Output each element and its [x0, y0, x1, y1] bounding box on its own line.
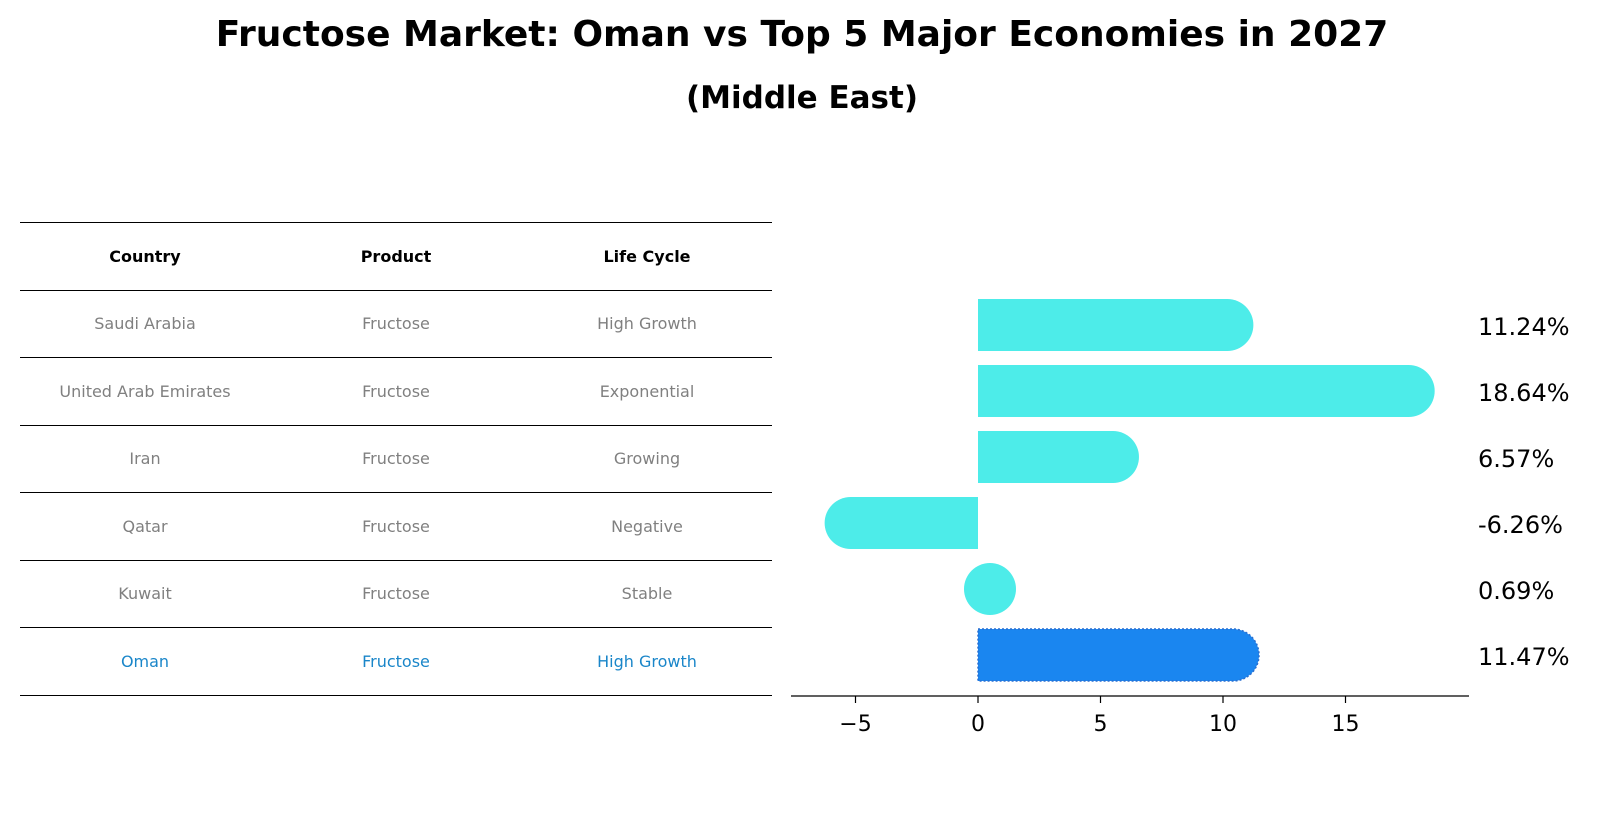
cell-country: Qatar	[122, 516, 168, 536]
header-product: Product	[360, 246, 432, 266]
bar	[978, 431, 1139, 483]
cell-country: Kuwait	[118, 584, 172, 604]
cell-country: Saudi Arabia	[94, 314, 196, 334]
cell-product: Fructose	[362, 516, 430, 536]
table-row: Iran Fructose Growing	[20, 424, 772, 493]
table-row: Qatar Fructose Negative	[20, 492, 772, 560]
header-life-cycle: Life Cycle	[603, 246, 691, 266]
value-label: 11.47%	[1478, 643, 1570, 671]
bar	[824, 497, 978, 549]
bar	[964, 563, 1016, 615]
cell-product: Fructose	[362, 584, 430, 604]
x-tick-label: −5	[839, 712, 871, 737]
chart-subtitle: (Middle East)	[685, 80, 918, 116]
table-row: Kuwait Fructose Stable	[20, 559, 772, 628]
table-row: Saudi Arabia Fructose High Growth	[20, 289, 772, 358]
cell-life-cycle: Negative	[611, 516, 683, 536]
x-tick-label: 15	[1332, 712, 1360, 737]
value-label: 6.57%	[1478, 445, 1554, 473]
x-tick-label: 5	[1094, 712, 1108, 737]
x-tick-label: 10	[1209, 712, 1237, 737]
value-label: 0.69%	[1478, 577, 1554, 605]
cell-country: Oman	[120, 651, 170, 671]
table-row: United Arab Emirates Fructose Exponentia…	[20, 357, 772, 425]
cell-life-cycle: High Growth	[597, 314, 697, 334]
comparison-table: Country Product Life Cycle Saudi Arabia …	[20, 222, 772, 696]
cell-life-cycle: High Growth	[597, 651, 697, 671]
cell-product: Fructose	[362, 381, 430, 401]
header-country: Country	[109, 246, 181, 266]
bar-highlighted	[977, 628, 1260, 682]
table-header-row: Country Product Life Cycle	[20, 222, 772, 290]
value-label: 18.64%	[1478, 379, 1570, 407]
cell-life-cycle: Stable	[621, 584, 673, 604]
cell-product: Fructose	[362, 651, 430, 671]
chart-title: Fructose Market: Oman vs Top 5 Major Eco…	[215, 14, 1389, 55]
x-tick-label: 0	[971, 712, 985, 737]
cell-country: Iran	[129, 449, 161, 469]
bar	[978, 365, 1435, 417]
table-row-highlighted: Oman Fructose High Growth	[20, 627, 772, 696]
value-label: 11.24%	[1478, 313, 1570, 341]
cell-product: Fructose	[362, 449, 430, 469]
cell-life-cycle: Exponential	[599, 381, 695, 401]
cell-product: Fructose	[362, 314, 430, 334]
value-label: -6.26%	[1478, 511, 1563, 539]
cell-life-cycle: Growing	[613, 449, 681, 469]
cell-country: United Arab Emirates	[59, 381, 231, 401]
bar	[978, 299, 1254, 351]
